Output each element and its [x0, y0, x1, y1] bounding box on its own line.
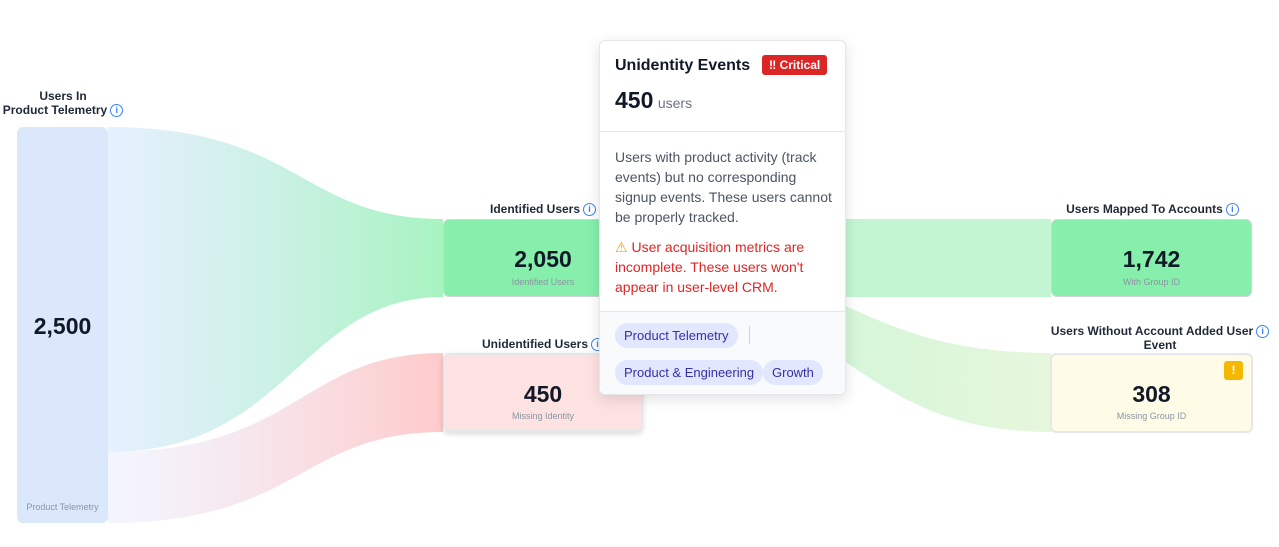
node-sublabel: Missing Group ID: [1116, 411, 1187, 421]
node-label: Identified Users i: [443, 202, 643, 217]
label-line: Product Telemetry: [2, 103, 108, 117]
node[interactable]: 2,500 Product Telemetry: [17, 127, 108, 523]
node-sublabel: Identified Users: [511, 277, 575, 287]
node-label: Users Without Account Added User i Event: [1045, 324, 1275, 352]
node-label: Users Mapped To Accounts i: [1040, 202, 1265, 217]
label-line: Event: [1143, 338, 1177, 353]
warning-badge: !: [1224, 361, 1243, 380]
tooltip: Unidentity Events ‼ Critical 450 users U…: [599, 40, 846, 395]
node-value: 450: [523, 381, 563, 407]
label-line: Identified Users: [489, 202, 581, 216]
tag[interactable]: Product & Engineering: [615, 360, 764, 385]
label-line: Users Mapped To Accounts: [1066, 202, 1223, 216]
tag[interactable]: Growth: [763, 360, 823, 385]
severity-badge: ‼ Critical: [762, 55, 828, 75]
tag-separator: [749, 326, 750, 344]
tooltip-warning: User acquisition metrics are incomplete.…: [615, 239, 805, 295]
node-value: 2,500: [33, 313, 92, 339]
node-value: 1,742: [1122, 246, 1181, 272]
node[interactable]: 1,742 With Group ID: [1051, 219, 1252, 297]
tooltip-description: Users with product activity (track event…: [615, 149, 832, 225]
node-label: Users In Product Telemetry i: [0, 89, 126, 118]
tooltip-unit: users: [657, 95, 693, 111]
flow: [108, 127, 443, 452]
warning-icon: ⚠: [615, 239, 628, 255]
node-value: 2,050: [514, 246, 572, 272]
node-sublabel: With Group ID: [1122, 277, 1180, 287]
info-icon[interactable]: i: [110, 104, 124, 118]
label-line: Users In: [39, 89, 87, 103]
tag[interactable]: Product Telemetry: [615, 323, 738, 348]
node-sublabel: Missing Identity: [511, 411, 575, 421]
info-icon[interactable]: i: [583, 203, 597, 217]
label-line: Users Without Account Added User: [1050, 324, 1254, 338]
label-line: Unidentified Users: [481, 337, 589, 351]
node[interactable]: 308 Missing Group ID !: [1050, 353, 1253, 433]
tooltip-title: Unidentity Events: [615, 57, 751, 74]
node-value: 308: [1132, 381, 1171, 407]
tooltip-value: 450: [615, 87, 654, 113]
divider: [600, 131, 845, 132]
info-icon[interactable]: i: [1256, 325, 1270, 339]
info-icon[interactable]: i: [1225, 203, 1239, 217]
flow: [108, 353, 443, 523]
tooltip-footer: Product Telemetry Product & Engineering …: [600, 311, 845, 394]
node-sublabel: Product Telemetry: [26, 502, 99, 512]
